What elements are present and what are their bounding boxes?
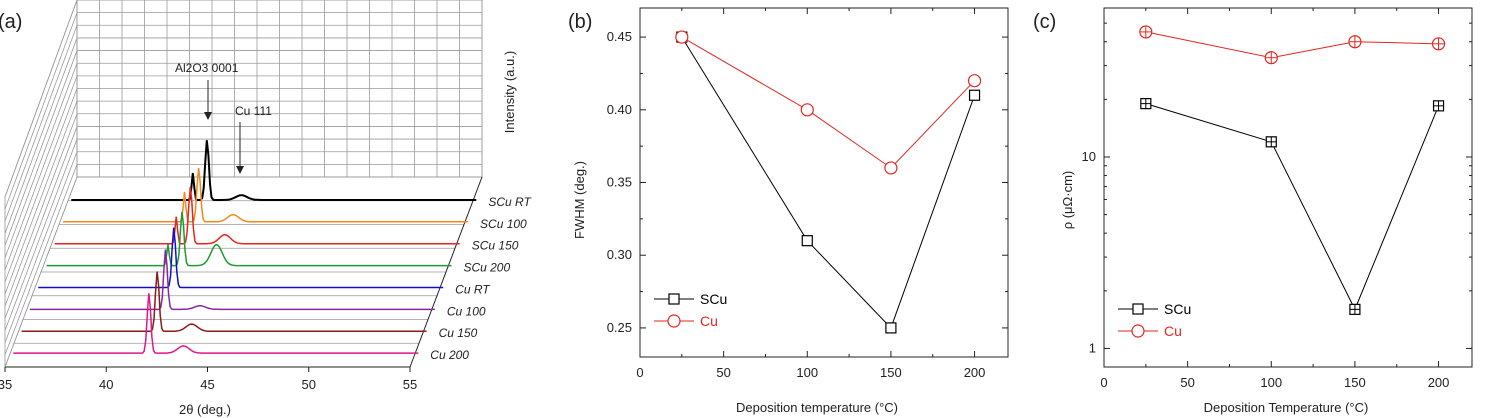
x-tick-label: 100 [1260,375,1282,390]
side-wall-grid [4,37,78,234]
annotation-cu111: Cu 111 [235,104,272,118]
spectrum-label: SCu 100 [480,217,527,231]
x-tick-label: 50 [716,365,730,380]
annotation-al2o3: Al2O3 0001 [175,61,239,75]
x-tick-label: 50 [1180,375,1194,390]
x-tick-label: 150 [880,365,902,380]
side-wall-grid [4,50,78,246]
side-wall-grid [4,25,78,222]
x-tick-label: 50 [302,377,316,392]
legend-marker [1132,303,1144,315]
series-line-Cu [1145,31,1439,59]
panel-a: 35 40 45 50 55 SCu RT SCu 100 SCu 150 SCu 200 Cu … [0,0,532,392]
data-point-Cu [967,74,982,88]
side-wall-grid [4,126,78,319]
spectrum-label: SCu 200 [463,261,510,275]
x-tick-label: 200 [964,365,986,380]
spectrum-Cu-150 [21,271,427,332]
x-tick-label: 150 [1344,375,1366,390]
y-tick-label: 0.40 [607,102,632,117]
spectrum-SCu-150 [54,186,460,245]
panel-b-ylabel: FWHM (deg.) [572,161,587,239]
side-wall-grid [4,101,78,295]
spectrum-Cu-100 [29,249,435,311]
side-wall-grid [4,164,78,355]
side-wall-grid [4,151,78,343]
data-point-Cu [800,103,814,117]
legend-label-Cu: Cu [700,313,718,329]
series-line-Cu [681,36,975,169]
spectrum-SCu-200 [46,211,452,267]
data-point-Cu [675,30,689,44]
panel-a-label: (a) [0,11,22,33]
spectrum-label: Cu 200 [430,348,469,362]
data-point-Cu [884,161,898,175]
spectrum-label: SCu RT [488,195,532,209]
x-tick-label: 35 [0,377,12,392]
spectrum-label: SCu 150 [472,239,519,253]
legend-marker [1131,324,1145,338]
spectrum-Cu-200 [13,293,419,354]
side-wall-grid [4,0,78,198]
x-tick-label: 100 [796,365,818,380]
x-tick-label: 55 [403,377,417,392]
spectrum-SCu-RT [71,140,477,201]
panel-a-xlabel: 2θ (deg.) [179,402,231,417]
x-tick-label: 45 [200,377,214,392]
spectrum-label: Cu RT [455,282,491,296]
side-wall-grid [4,75,78,270]
side-wall-grid [4,88,78,283]
spectrum-label: Cu 150 [439,326,478,340]
data-point-SCu [885,322,897,334]
side-wall-grid [4,12,78,210]
panel-c-xlabel: Deposition Temperature (°C) [1204,400,1369,415]
side-wall-grid [4,63,78,258]
panel-a-ylabel: Intensity (a.u.) [502,51,517,133]
panel-b-xlabel: Deposition temperature (°C) [736,400,898,415]
panel-c-ylabel: ρ (μΩ·cm) [1060,171,1075,230]
series-line-SCu [681,36,976,329]
legend-label-Cu: Cu [1164,323,1182,339]
spectrum-label: Cu 100 [447,304,486,318]
series-line-SCu [1145,103,1440,311]
data-point-SCu [968,89,981,101]
annotation-arrowhead [236,166,244,174]
y-tick-label: 0.35 [607,175,632,190]
x-tick-label: 0 [1100,375,1107,390]
panel-b: 0 50 100 150 200 0.25 0.30 0.35 0.40 0.45 SCu Cu [607,7,1009,380]
legend-marker [667,314,681,328]
panel-c-label: (c) [1033,11,1056,33]
annotation-arrowhead [204,112,212,120]
side-wall-grid [4,138,78,331]
legend-label-SCu: SCu [1164,301,1191,317]
y-tick-label: 0.45 [607,29,632,44]
y-tick-label: 1 [1089,340,1096,355]
panel-c: 0 50 100 150 200 1 10 SCu Cu [1082,7,1473,390]
spectrum-Cu-RT [38,227,444,289]
x-tick-label: 40 [99,377,113,392]
plot-frame [1103,7,1473,368]
data-point-SCu [801,235,813,247]
x-tick-label: 200 [1428,375,1450,390]
legend-marker [668,293,680,305]
floor-right-edge [409,176,483,368]
y-tick-label: 0.30 [607,247,632,262]
y-tick-label: 0.25 [607,320,632,335]
legend-label-SCu: SCu [700,291,727,307]
y-tick-label: 10 [1082,149,1096,164]
panel-b-label: (b) [568,11,592,33]
side-wall-grid [4,113,78,307]
spectrum-SCu-100 [63,167,468,223]
plot-frame [639,7,1009,358]
x-tick-label: 0 [636,365,643,380]
